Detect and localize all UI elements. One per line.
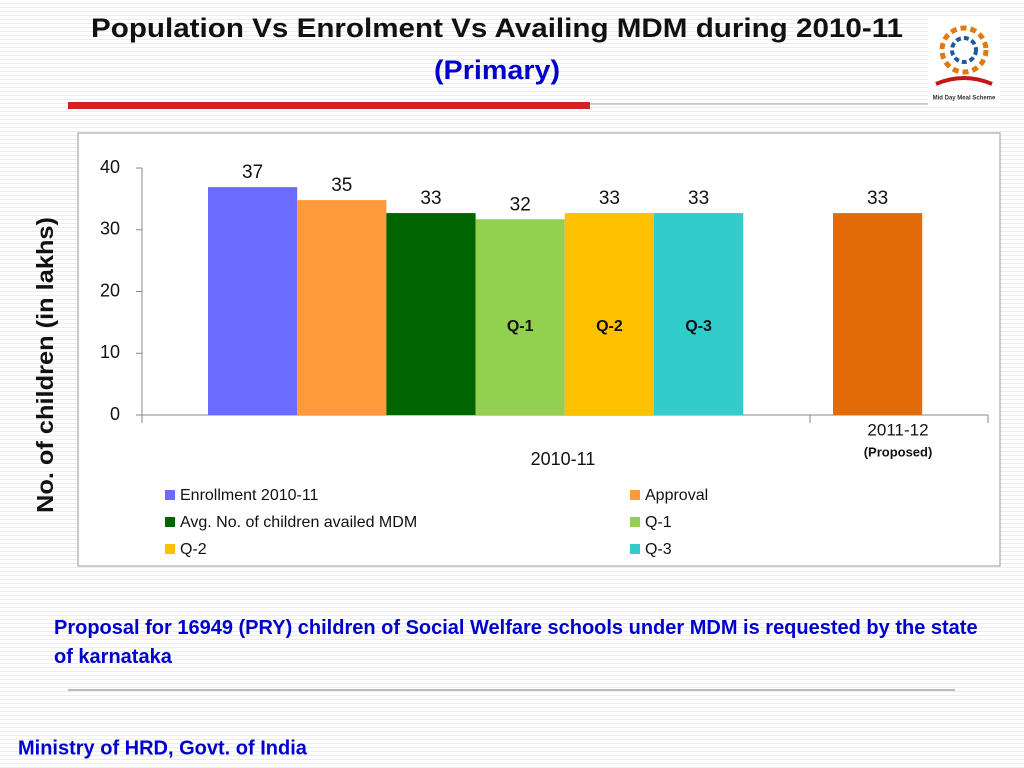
value-label: 33 [420,188,441,209]
value-label: 33 [599,188,620,209]
legend-label: Avg. No. of children availed MDM [180,514,417,531]
x-tick-label: 2010-11 [531,449,596,469]
bar [297,200,387,415]
y-tick-label: 10 [100,342,120,362]
bar [208,187,298,415]
footnote: Proposal for 16949 (PRY) children of Soc… [54,617,978,668]
legend-swatch [630,544,640,554]
value-label: 33 [867,188,888,209]
bar-label: Q-3 [685,318,712,335]
legend-swatch [165,490,175,500]
legend-swatch [165,544,175,554]
value-label: 33 [688,188,709,209]
logo-caption: Mid Day Meal Scheme [933,96,996,102]
y-tick-label: 30 [100,219,120,239]
x-tick-label: 2011-12 [867,420,928,439]
chart-title: Population Vs Enrolment Vs Availing MDM … [91,13,903,43]
chart-subtitle: (Primary) [434,55,560,85]
y-tick-label: 40 [100,157,120,177]
legend-swatch [165,517,175,527]
legend-label: Approval [645,487,708,504]
bar [386,213,476,415]
legend-label: Enrollment 2010-11 [180,487,319,504]
bar-label: Q-2 [596,318,623,335]
y-tick-label: 0 [110,404,120,424]
footer: Ministry of HRD, Govt. of India [18,737,308,759]
value-label: 37 [242,162,263,183]
x-tick-note: (Proposed) [864,444,933,459]
legend-swatch [630,490,640,500]
legend-label: Q-3 [645,541,672,558]
bar [833,213,923,415]
y-axis-label: No. of children (in lakhs) [32,217,58,513]
value-label: 35 [331,175,352,196]
value-label: 32 [510,194,531,215]
title-rule [68,102,590,109]
bar [654,213,744,415]
legend-label: Q-1 [645,514,672,531]
legend-label: Q-2 [180,541,207,558]
bar [564,213,654,415]
bar [475,219,565,415]
bar-label: Q-1 [507,318,534,335]
y-tick-label: 20 [100,280,120,300]
logo: Mid Day Meal Scheme [928,18,1000,106]
legend-swatch [630,517,640,527]
